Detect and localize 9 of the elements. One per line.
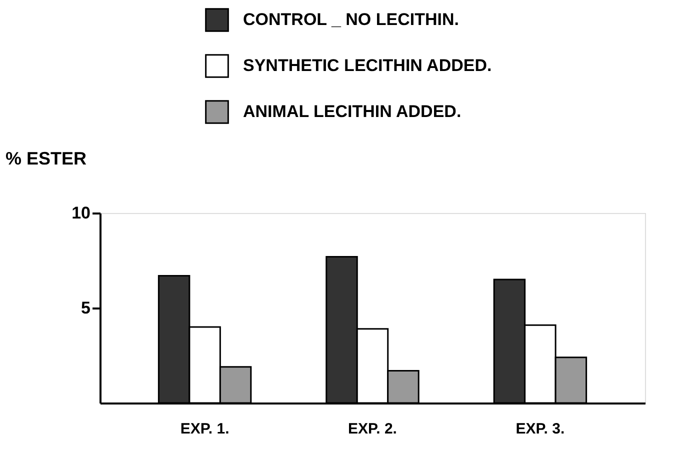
legend-label: CONTROL _ NO LECITHIN. [243, 10, 459, 29]
y-tick-label: 10 [72, 204, 90, 222]
x-tick-label: EXP. 1. [180, 420, 230, 438]
x-tick-label: EXP. 2. [348, 420, 397, 438]
legend-label: SYNTHETIC LECITHIN ADDED. [243, 56, 492, 75]
legend-label: ANIMAL LECITHIN ADDED. [243, 102, 462, 121]
y-axis-title: % ESTER [6, 148, 87, 168]
y-tick-label: 5 [81, 298, 90, 318]
x-tick-label: EXP. 3. [516, 420, 565, 438]
